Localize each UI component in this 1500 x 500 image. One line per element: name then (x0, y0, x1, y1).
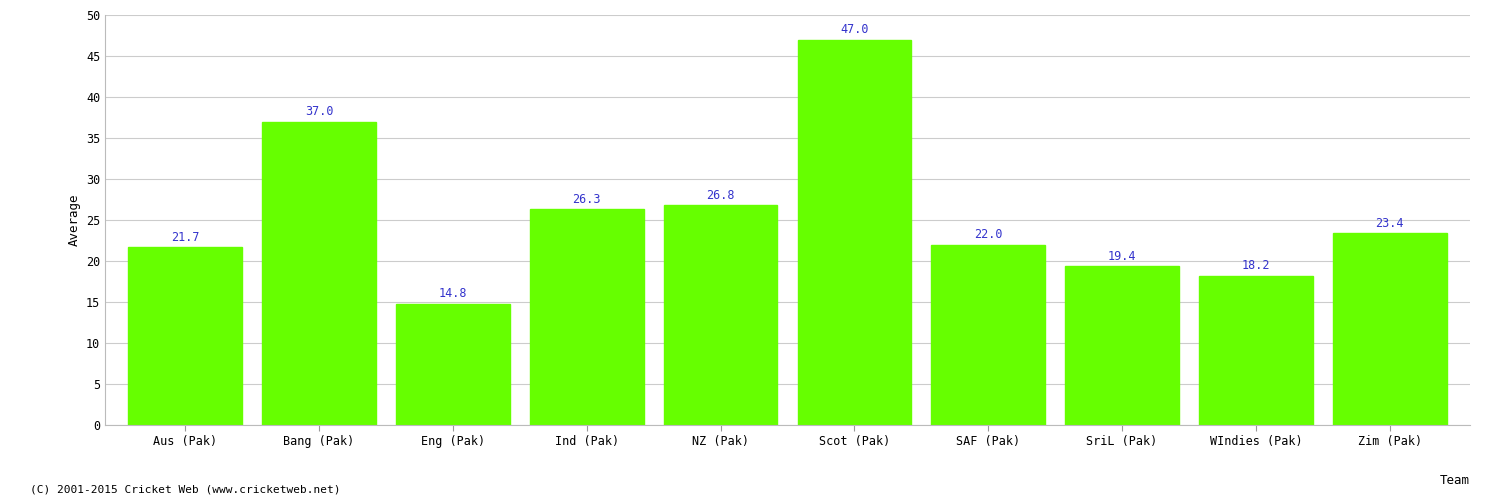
Bar (1334, 233, 1446, 425)
Bar (129, 247, 242, 425)
Bar (396, 304, 510, 425)
Bar (1198, 276, 1312, 425)
Text: Team: Team (1440, 474, 1470, 487)
Bar (530, 210, 644, 425)
Text: 14.8: 14.8 (438, 288, 466, 300)
Bar (1065, 266, 1179, 425)
Bar (798, 40, 912, 425)
Bar (262, 122, 376, 425)
Text: 26.3: 26.3 (573, 193, 602, 206)
Text: 18.2: 18.2 (1242, 260, 1270, 272)
Bar (932, 244, 1046, 425)
Text: 21.7: 21.7 (171, 231, 200, 244)
Text: 22.0: 22.0 (974, 228, 1002, 241)
Text: 47.0: 47.0 (840, 24, 868, 36)
Text: 19.4: 19.4 (1108, 250, 1137, 262)
Text: 37.0: 37.0 (304, 106, 333, 118)
Text: 23.4: 23.4 (1376, 217, 1404, 230)
Y-axis label: Average: Average (68, 194, 81, 246)
Bar (663, 205, 777, 425)
Text: (C) 2001-2015 Cricket Web (www.cricketweb.net): (C) 2001-2015 Cricket Web (www.cricketwe… (30, 485, 340, 495)
Text: 26.8: 26.8 (706, 189, 735, 202)
